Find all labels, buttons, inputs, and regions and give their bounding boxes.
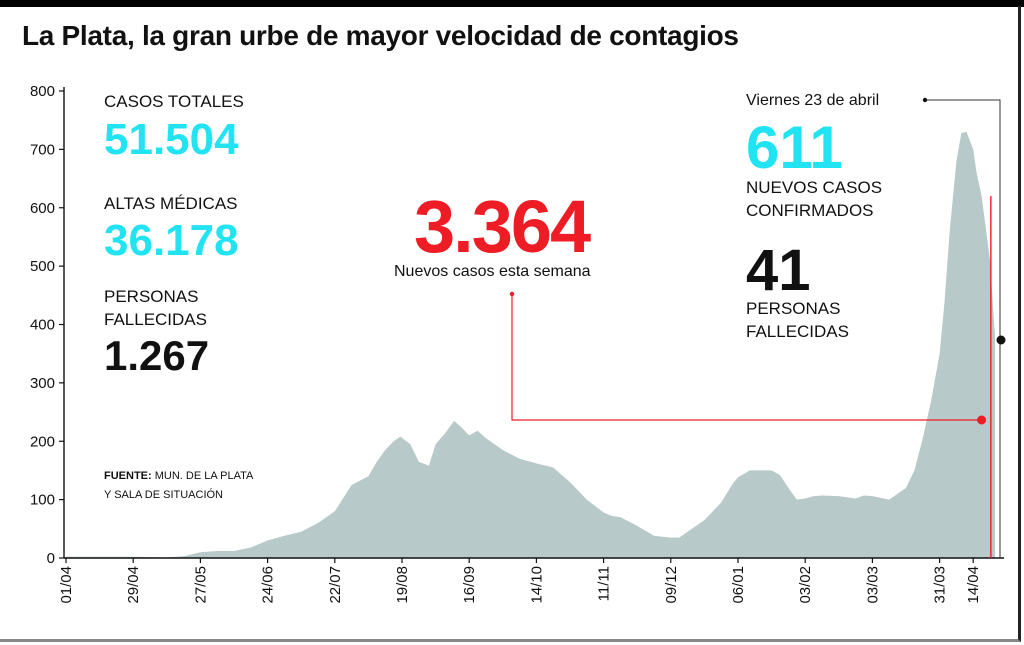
medical-discharges-value: 36.178 [104,216,239,265]
day-deaths-label-line2: FALLECIDAS [746,322,849,341]
area-series [66,131,995,558]
x-tick-label: 22/07 [327,566,344,604]
y-tick-label: 500 [30,258,55,275]
day-deaths-value: 41 [746,238,811,303]
y-tick-label: 700 [30,141,55,158]
x-tick-label: 11/11 [596,566,613,601]
day-connector-start-dot [922,97,928,103]
frame-border [0,6,1021,642]
y-tick-label: 0 [47,550,55,567]
weekly-connector-end-dot [977,415,987,425]
y-tick-label: 300 [30,375,55,392]
x-tick-label: 19/08 [394,566,411,604]
source-text-line2: Y SALA DE SITUACIÓN [104,489,224,501]
day-deaths-label-line1: PERSONAS [746,299,841,318]
chart-title: La Plata, la gran urbe de mayor velocida… [22,20,739,51]
total-cases-label: CASOS TOTALES [104,92,244,111]
x-tick-label: 14/10 [528,566,545,604]
x-tick-label: 03/02 [797,566,814,604]
x-tick-label: 06/01 [730,566,747,604]
y-tick-label: 400 [30,317,55,334]
source-text-line1: MUN. DE LA PLATA [154,470,254,482]
day-connector-end-dot [996,335,1006,345]
medical-discharges-label: ALTAS MÉDICAS [104,194,238,213]
weekly-cases-label: Nuevos casos esta semana [394,263,591,280]
deaths-label-line1: PERSONAS [104,287,199,306]
day-cases-value: 611 [746,114,843,181]
x-tick-label: 31/03 [932,566,949,604]
top-bar [0,0,1024,7]
day-cases-label-line2: CONFIRMADOS [746,201,874,220]
y-tick-label: 100 [30,492,55,509]
x-tick-label: 14/04 [965,566,982,604]
y-tick-label: 200 [30,433,55,450]
weekly-connector-start-dot [509,291,515,297]
x-tick-label: 01/04 [58,566,75,604]
x-tick-label: 24/06 [260,566,277,604]
x-tick-label: 03/03 [864,566,881,604]
x-tick-label: 09/12 [663,566,680,604]
day-date-label: Viernes 23 de abril [746,92,880,109]
weekly-cases-value: 3.364 [414,185,591,268]
day-cases-label-line1: NUEVOS CASOS [746,178,883,197]
day-connector-line [925,99,1001,558]
weekly-connector-line [511,294,982,421]
source-label: FUENTE: [104,470,152,482]
deaths-label-line2: FALLECIDAS [104,310,207,329]
source-note: FUENTE: MUN. DE LA PLATA Y SALA DE SITUA… [104,467,253,505]
y-tick-label: 600 [30,200,55,217]
x-tick-label: 16/09 [461,566,478,604]
x-tick-label: 27/05 [192,566,209,604]
y-tick-label: 800 [30,83,55,100]
x-tick-label: 29/04 [125,566,142,604]
deaths-value: 1.267 [104,332,210,379]
total-cases-value: 51.504 [104,115,239,164]
